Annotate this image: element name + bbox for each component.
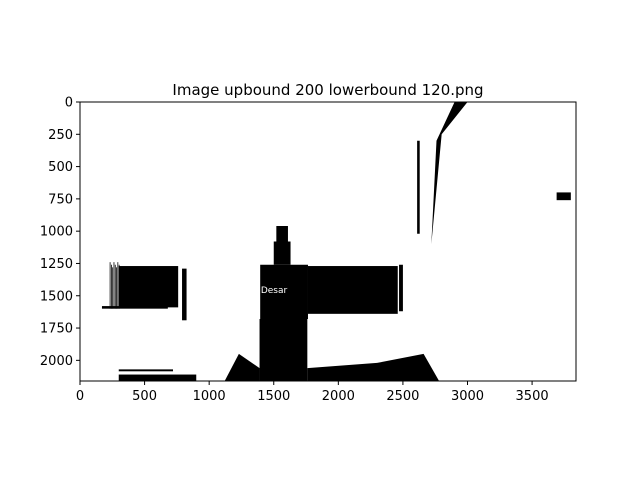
right-box-edge <box>399 264 403 312</box>
y-tick-label: 250 <box>48 128 73 143</box>
bottle-cap <box>276 226 288 242</box>
chart-title: Image upbound 200 lowerbound 120.png <box>172 81 483 99</box>
bottle-shoulder <box>260 264 308 319</box>
x-axis: 0 500 1000 1500 2000 2500 3000 3500 <box>76 381 549 404</box>
left-box-speckle <box>111 264 112 309</box>
left-box-speckle <box>109 262 111 309</box>
y-tick-label: 0 <box>65 96 73 111</box>
image-plot: Desar <box>79 101 577 382</box>
y-tick-label: 1750 <box>40 322 73 337</box>
bottom-strip <box>118 374 197 381</box>
left-box-speckle <box>117 262 119 309</box>
x-tick-label: 2500 <box>386 389 419 404</box>
y-tick-label: 500 <box>48 160 73 175</box>
plot-frame <box>79 101 577 382</box>
left-box-dark <box>118 266 179 308</box>
x-tick-label: 1500 <box>257 389 290 404</box>
right-edge-speck <box>556 192 571 201</box>
left-box-speckle <box>118 264 120 309</box>
left-box-edge <box>182 268 187 321</box>
x-tick-label: 1000 <box>193 389 226 404</box>
left-box-speckle <box>114 264 116 309</box>
left-box-speckle <box>116 267 117 309</box>
x-tick-label: 2000 <box>322 389 355 404</box>
bottom-line <box>118 369 173 372</box>
y-tick-label: 1250 <box>40 257 73 272</box>
upper-streak <box>417 140 420 234</box>
y-axis: 0 250 500 750 1000 1250 1500 1750 2000 <box>40 96 80 369</box>
x-tick-label: 0 <box>76 389 84 404</box>
x-tick-label: 3000 <box>451 389 484 404</box>
bottle-body <box>259 319 308 381</box>
left-box-speckle <box>113 262 115 309</box>
bottle-label-text: Desar <box>261 286 288 296</box>
y-tick-label: 1500 <box>40 289 73 304</box>
left-box-base <box>101 306 168 309</box>
right-box-dark <box>307 266 398 314</box>
bottle-neck <box>273 241 291 265</box>
x-tick-label: 3500 <box>516 389 549 404</box>
foreground-left <box>224 353 260 381</box>
y-tick-label: 2000 <box>40 354 73 369</box>
foreground-right <box>307 353 440 381</box>
top-right-streak <box>431 102 468 245</box>
y-tick-label: 750 <box>48 192 73 207</box>
plot-background <box>80 102 576 381</box>
x-tick-label: 500 <box>132 389 157 404</box>
left-box-speckle <box>112 267 114 309</box>
y-tick-label: 1000 <box>40 225 73 240</box>
binarized-image: Desar <box>101 102 571 381</box>
